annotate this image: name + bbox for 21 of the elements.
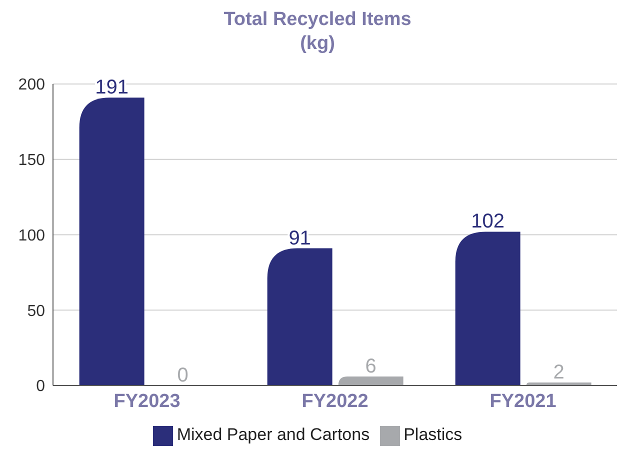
x-tick-label: FY2021 bbox=[490, 390, 557, 412]
data-label: 2 bbox=[553, 361, 564, 384]
data-label: 91 bbox=[288, 227, 311, 250]
y-tick-label: 200 bbox=[18, 76, 46, 94]
y-tick-label: 100 bbox=[18, 227, 46, 244]
x-tick-label: FY2023 bbox=[114, 390, 180, 412]
bar bbox=[455, 232, 520, 386]
data-label: 0 bbox=[177, 364, 188, 386]
legend-label: Mixed Paper and Cartons bbox=[176, 425, 370, 444]
y-tick-label: 150 bbox=[18, 152, 46, 170]
bar bbox=[79, 98, 144, 386]
data-label: 102 bbox=[471, 210, 505, 233]
x-tick-label: FY2022 bbox=[302, 390, 368, 412]
y-tick-label: 0 bbox=[36, 378, 46, 396]
legend-label: Plastics bbox=[404, 425, 462, 444]
bar bbox=[338, 376, 404, 386]
data-label: 191 bbox=[95, 76, 129, 99]
data-label: 6 bbox=[365, 355, 376, 378]
chart-title: Total Recycled Items (kg) bbox=[222, 8, 412, 56]
y-tick-label: 50 bbox=[27, 302, 46, 320]
bar bbox=[267, 248, 332, 386]
